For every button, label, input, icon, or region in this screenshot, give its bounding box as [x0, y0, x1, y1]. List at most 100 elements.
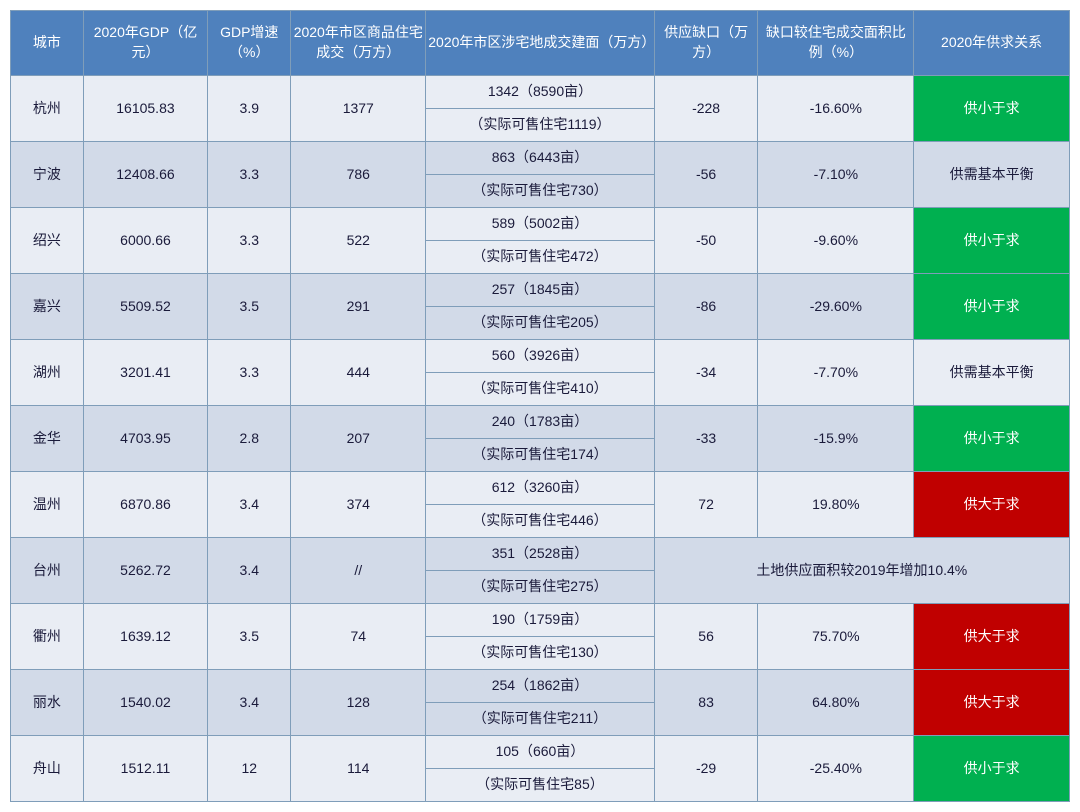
cell: 供大于求: [914, 670, 1070, 736]
table-row: 舟山1512.1112114105（660亩）-29-25.40%供小于求: [11, 736, 1070, 769]
cell: 湖州: [11, 340, 84, 406]
cell: -7.70%: [758, 340, 914, 406]
cell: 供大于求: [914, 472, 1070, 538]
cell: 105（660亩）: [426, 736, 654, 769]
cell: 舟山: [11, 736, 84, 802]
cell: 供大于求: [914, 604, 1070, 670]
cell: -29.60%: [758, 274, 914, 340]
cell: （实际可售住宅730）: [426, 175, 654, 208]
cell: 供小于求: [914, 274, 1070, 340]
cell: 1540.02: [83, 670, 208, 736]
cell: 供小于求: [914, 406, 1070, 472]
cell: 台州: [11, 538, 84, 604]
cell: 254（1862亩）: [426, 670, 654, 703]
cell: 6000.66: [83, 208, 208, 274]
cell: 351（2528亩）: [426, 538, 654, 571]
cell: -56: [654, 142, 758, 208]
cell: 128: [291, 670, 426, 736]
cell: 温州: [11, 472, 84, 538]
cell: -7.10%: [758, 142, 914, 208]
cell: -29: [654, 736, 758, 802]
cell: -16.60%: [758, 76, 914, 142]
supply-demand-table: 城市2020年GDP（亿元）GDP增速（%）2020年市区商品住宅成交（万方）2…: [10, 10, 1070, 802]
cell: 3.5: [208, 274, 291, 340]
cell: 4703.95: [83, 406, 208, 472]
cell: 3.9: [208, 76, 291, 142]
cell: （实际可售住宅130）: [426, 637, 654, 670]
cell: （实际可售住宅275）: [426, 571, 654, 604]
cell: 190（1759亩）: [426, 604, 654, 637]
cell: 金华: [11, 406, 84, 472]
cell: 丽水: [11, 670, 84, 736]
cell: 6870.86: [83, 472, 208, 538]
cell: 240（1783亩）: [426, 406, 654, 439]
cell: 3.4: [208, 472, 291, 538]
cell: 5262.72: [83, 538, 208, 604]
table-row: 嘉兴5509.523.5291257（1845亩）-86-29.60%供小于求: [11, 274, 1070, 307]
cell: 2.8: [208, 406, 291, 472]
cell: 374: [291, 472, 426, 538]
cell: 291: [291, 274, 426, 340]
cell: 3.3: [208, 340, 291, 406]
cell: 1512.11: [83, 736, 208, 802]
cell: -34: [654, 340, 758, 406]
col-header-5: 供应缺口（万方）: [654, 11, 758, 76]
cell: 杭州: [11, 76, 84, 142]
cell: 12408.66: [83, 142, 208, 208]
cell: 3.3: [208, 208, 291, 274]
cell: （实际可售住宅472）: [426, 241, 654, 274]
table-row: 杭州16105.833.913771342（8590亩）-228-16.60%供…: [11, 76, 1070, 109]
cell: 207: [291, 406, 426, 472]
cell: 56: [654, 604, 758, 670]
cell: 衢州: [11, 604, 84, 670]
cell: 444: [291, 340, 426, 406]
cell: 589（5002亩）: [426, 208, 654, 241]
cell: 供小于求: [914, 76, 1070, 142]
cell: 3.5: [208, 604, 291, 670]
cell: //: [291, 538, 426, 604]
cell: 3201.41: [83, 340, 208, 406]
cell: 612（3260亩）: [426, 472, 654, 505]
cell: 5509.52: [83, 274, 208, 340]
cell: 1342（8590亩）: [426, 76, 654, 109]
table-row: 绍兴6000.663.3522589（5002亩）-50-9.60%供小于求: [11, 208, 1070, 241]
cell: 3.4: [208, 670, 291, 736]
cell: 257（1845亩）: [426, 274, 654, 307]
cell: （实际可售住宅85）: [426, 769, 654, 802]
cell: 供小于求: [914, 736, 1070, 802]
col-header-4: 2020年市区涉宅地成交建面（万方）: [426, 11, 654, 76]
cell: -15.9%: [758, 406, 914, 472]
col-header-2: GDP增速（%）: [208, 11, 291, 76]
cell: （实际可售住宅1119）: [426, 109, 654, 142]
table-row: 衢州1639.123.574190（1759亩）5675.70%供大于求: [11, 604, 1070, 637]
cell: 786: [291, 142, 426, 208]
cell: 74: [291, 604, 426, 670]
cell: 土地供应面积较2019年增加10.4%: [654, 538, 1069, 604]
cell: 3.4: [208, 538, 291, 604]
col-header-6: 缺口较住宅成交面积比例（%）: [758, 11, 914, 76]
cell: 64.80%: [758, 670, 914, 736]
cell: -228: [654, 76, 758, 142]
cell: -86: [654, 274, 758, 340]
table-header: 城市2020年GDP（亿元）GDP增速（%）2020年市区商品住宅成交（万方）2…: [11, 11, 1070, 76]
table-row: 台州5262.723.4//351（2528亩）土地供应面积较2019年增加10…: [11, 538, 1070, 571]
cell: （实际可售住宅410）: [426, 373, 654, 406]
cell: -9.60%: [758, 208, 914, 274]
cell: 供需基本平衡: [914, 142, 1070, 208]
cell: -50: [654, 208, 758, 274]
cell: 宁波: [11, 142, 84, 208]
cell: 3.3: [208, 142, 291, 208]
cell: （实际可售住宅211）: [426, 703, 654, 736]
cell: -25.40%: [758, 736, 914, 802]
col-header-0: 城市: [11, 11, 84, 76]
table-row: 丽水1540.023.4128254（1862亩）8364.80%供大于求: [11, 670, 1070, 703]
cell: 绍兴: [11, 208, 84, 274]
cell: 1639.12: [83, 604, 208, 670]
cell: 12: [208, 736, 291, 802]
cell: （实际可售住宅446）: [426, 505, 654, 538]
cell: 863（6443亩）: [426, 142, 654, 175]
cell: 83: [654, 670, 758, 736]
cell: （实际可售住宅205）: [426, 307, 654, 340]
col-header-7: 2020年供求关系: [914, 11, 1070, 76]
cell: 供小于求: [914, 208, 1070, 274]
